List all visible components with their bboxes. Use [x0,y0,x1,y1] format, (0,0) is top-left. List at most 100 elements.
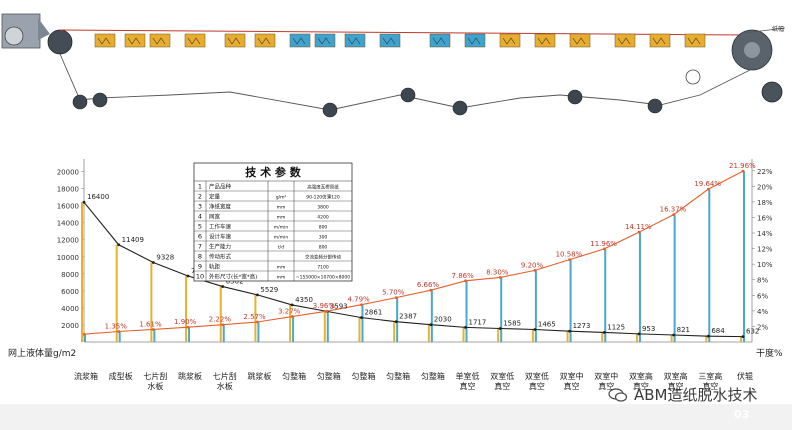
point-dryness [256,320,259,324]
right-axis-label: 干度% [756,347,783,359]
element-detail [502,37,516,45]
table-row-value: ~155000×10700×8000 [296,275,350,281]
point-liquid [568,329,571,333]
table-row-unit: m/min [274,235,289,241]
point-liquid [221,285,225,288]
point-liquid [82,200,86,204]
bar-dryness [188,327,191,342]
category-label: 双室中真空 [560,371,584,391]
left-axis-label: 网上液体量g/m2 [8,347,76,359]
table-row-number: 5 [198,223,202,231]
category-label: 流浆箱 [74,371,98,381]
table-row-unit: mm [277,266,286,271]
right-tick-label: 8% [757,277,768,285]
data-label-dryness: 6.66% [417,281,440,289]
category-label: 跳浆板 [178,371,202,381]
table-row-number: 9 [198,263,202,271]
category-label: 双室中真空 [594,371,618,391]
table-row-number: 4 [198,213,202,221]
point-liquid [464,325,467,329]
data-label-dryness: 8.30% [486,268,509,276]
dewatering-element [649,33,671,48]
right-tick-label: 12% [757,246,773,254]
left-tick-label: 8000 [61,271,79,279]
point-dryness [290,315,294,318]
point-liquid [706,334,710,338]
data-label-liquid: 953 [642,325,655,333]
table-row-name: 外形尺寸(长*宽*高) [209,273,257,281]
data-label-liquid: 5529 [260,286,278,294]
data-label-dryness: 1.61% [139,320,162,328]
turning-roll [761,81,783,103]
element-detail [227,37,241,45]
data-label-dryness: 5.70% [382,289,405,297]
tension-roll [685,69,701,85]
dewatering-element [684,33,706,48]
table-row-unit: g/m² [276,195,287,201]
point-liquid [741,335,745,339]
bar-dryness [292,316,295,342]
data-label-liquid: 1273 [573,322,591,330]
bar-dryness [84,334,86,342]
table-row-number: 8 [198,253,202,261]
return-roll [72,94,88,110]
bar-dryness [326,311,329,342]
dewatering-element [534,33,556,48]
right-tick-label: 20% [757,183,773,191]
bar-liquid [427,324,430,342]
bar-liquid [635,333,638,342]
bar-dryness [743,171,745,342]
element-detail [687,37,701,45]
return-roll [322,102,338,118]
element-detail [617,37,631,45]
forming-section-schematic: 纸幅 [1,13,786,118]
dewatering-element [379,33,401,48]
data-label-liquid: 1717 [469,318,487,326]
category-label: 双室高真空 [629,371,653,391]
data-label-liquid: 1125 [607,323,625,331]
data-label-dryness: 1.35% [105,322,128,330]
data-label-liquid: 1465 [538,321,556,329]
dewatering-element [614,33,636,48]
dewatering-element [94,33,116,48]
return-roll [567,89,583,105]
table-row-value: 300 [319,235,328,241]
element-detail [257,37,271,45]
right-tick-label: 4% [757,308,768,316]
point-liquid [151,261,155,264]
bar-liquid [289,304,292,342]
point-liquid [117,243,121,247]
point-liquid [394,320,398,324]
left-tick-label: 4000 [61,305,79,313]
category-label: 成型板 [109,371,133,381]
point-dryness [568,258,571,262]
table-row-name: 网宽 [209,213,221,221]
data-label-dryness: 10.58% [556,251,583,259]
data-label-liquid: 684 [711,327,725,335]
data-label-liquid: 6502 [226,278,244,286]
technical-parameters-table: 技 术 参 数 1 产品品种 高强度瓦楞原纸 2 定量 g/m² 90-120仿薄120 3 净纸… [193,162,353,282]
data-label-liquid: 2387 [399,313,417,321]
bar-dryness [153,329,156,342]
element-detail [292,37,306,45]
point-liquid [360,316,363,320]
bar-liquid [566,331,569,342]
table-title: 技 术 参 数 [245,165,301,179]
table-row-unit: t/d [278,245,284,251]
right-tick-label: 10% [757,261,773,269]
data-label-dryness: 2.22% [209,316,232,324]
table-row-name: 产品品种 [209,183,232,191]
table-row-value: 4200 [317,215,329,221]
dewatering-element [124,33,146,48]
point-dryness [498,276,502,279]
dewatering-element [429,33,451,48]
right-tick-label: 14% [757,230,773,238]
point-liquid [290,303,294,307]
data-label-dryness: 3.96% [313,302,336,310]
element-detail [572,37,586,45]
category-label: 匀整箱 [282,371,306,381]
dewatering-element [224,33,246,48]
return-roll [452,100,468,116]
dewatering-element [344,33,366,48]
